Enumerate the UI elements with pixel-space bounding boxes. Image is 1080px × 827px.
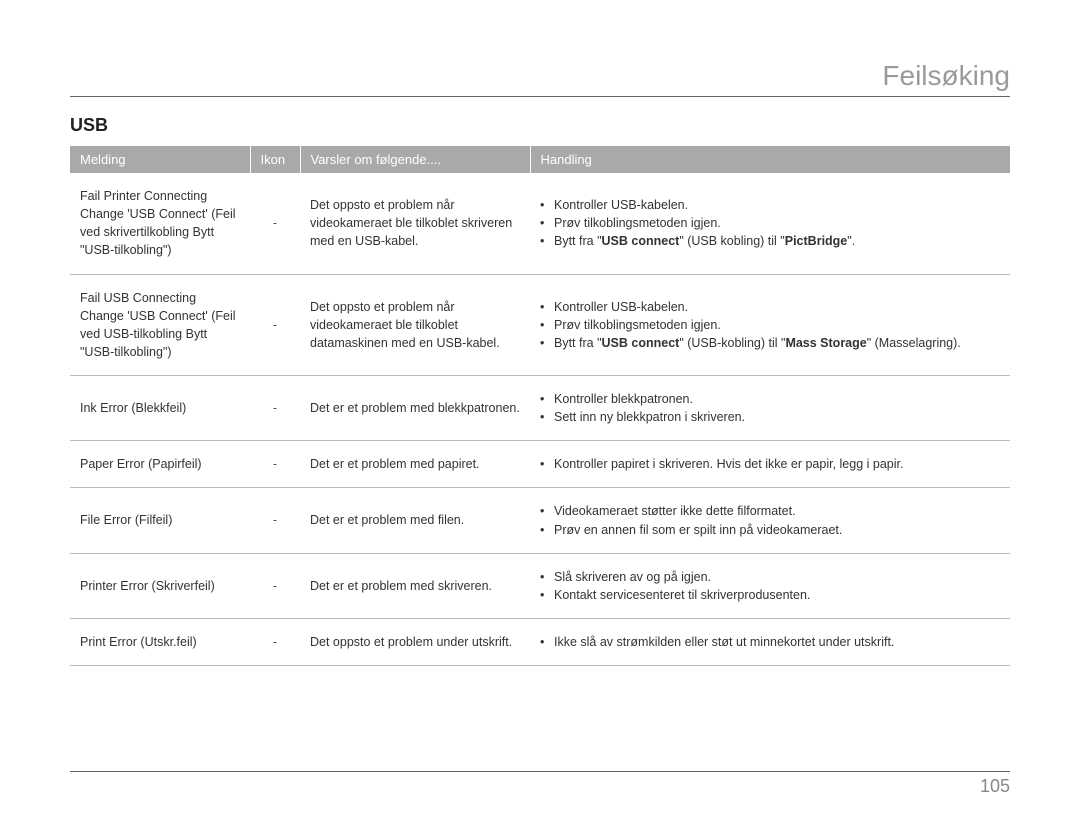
- table-row: Fail Printer Connecting Change 'USB Conn…: [70, 173, 1010, 274]
- cell-ikon: -: [250, 618, 300, 665]
- col-header-varsler: Varsler om følgende....: [300, 146, 530, 173]
- cell-varsler: Det er et problem med papiret.: [300, 441, 530, 488]
- table-row: File Error (Filfeil)-Det er et problem m…: [70, 488, 1010, 553]
- handling-item: Prøv tilkoblingsmetoden igjen.: [540, 214, 1000, 232]
- table-row: Ink Error (Blekkfeil)-Det er et problem …: [70, 376, 1010, 441]
- cell-melding: Fail USB Connecting Change 'USB Connect'…: [70, 274, 250, 376]
- cell-ikon: -: [250, 376, 300, 441]
- handling-item: Kontroller papiret i skriveren. Hvis det…: [540, 455, 1000, 473]
- handling-item: Bytt fra "USB connect" (USB-kobling) til…: [540, 334, 1000, 352]
- col-header-melding: Melding: [70, 146, 250, 173]
- col-header-handling: Handling: [530, 146, 1010, 173]
- handling-item: Prøv tilkoblingsmetoden igjen.: [540, 316, 1000, 334]
- handling-item: Kontakt servicesenteret til skriverprodu…: [540, 586, 1000, 604]
- cell-melding: File Error (Filfeil): [70, 488, 250, 553]
- page-number: 105: [70, 771, 1010, 797]
- handling-item: Slå skriveren av og på igjen.: [540, 568, 1000, 586]
- section-heading: USB: [70, 115, 1010, 136]
- cell-ikon: -: [250, 274, 300, 376]
- cell-varsler: Det oppsto et problem når videokameraet …: [300, 274, 530, 376]
- handling-item: Kontroller blekkpatronen.: [540, 390, 1000, 408]
- cell-melding: Print Error (Utskr.feil): [70, 618, 250, 665]
- handling-item: Kontroller USB-kabelen.: [540, 196, 1000, 214]
- cell-ikon: -: [250, 553, 300, 618]
- handling-item: Kontroller USB-kabelen.: [540, 298, 1000, 316]
- cell-handling: Kontroller papiret i skriveren. Hvis det…: [530, 441, 1010, 488]
- table-row: Print Error (Utskr.feil)-Det oppsto et p…: [70, 618, 1010, 665]
- cell-varsler: Det er et problem med skriveren.: [300, 553, 530, 618]
- cell-handling: Kontroller USB-kabelen.Prøv tilkoblingsm…: [530, 173, 1010, 274]
- table-row: Paper Error (Papirfeil)-Det er et proble…: [70, 441, 1010, 488]
- handling-item: Sett inn ny blekkpatron i skriveren.: [540, 408, 1000, 426]
- cell-melding: Paper Error (Papirfeil): [70, 441, 250, 488]
- cell-handling: Videokameraet støtter ikke dette filform…: [530, 488, 1010, 553]
- cell-melding: Fail Printer Connecting Change 'USB Conn…: [70, 173, 250, 274]
- handling-item: Prøv en annen fil som er spilt inn på vi…: [540, 521, 1000, 539]
- table-row: Fail USB Connecting Change 'USB Connect'…: [70, 274, 1010, 376]
- handling-item: Videokameraet støtter ikke dette filform…: [540, 502, 1000, 520]
- cell-varsler: Det er et problem med filen.: [300, 488, 530, 553]
- cell-varsler: Det oppsto et problem når videokameraet …: [300, 173, 530, 274]
- cell-ikon: -: [250, 173, 300, 274]
- usb-troubleshooting-table: Melding Ikon Varsler om følgende.... Han…: [70, 146, 1010, 666]
- cell-handling: Kontroller USB-kabelen.Prøv tilkoblingsm…: [530, 274, 1010, 376]
- table-row: Printer Error (Skriverfeil)-Det er et pr…: [70, 553, 1010, 618]
- cell-varsler: Det oppsto et problem under utskrift.: [300, 618, 530, 665]
- page-title: Feilsøking: [70, 60, 1010, 97]
- cell-handling: Ikke slå av strømkilden eller støt ut mi…: [530, 618, 1010, 665]
- cell-handling: Slå skriveren av og på igjen.Kontakt ser…: [530, 553, 1010, 618]
- cell-melding: Ink Error (Blekkfeil): [70, 376, 250, 441]
- cell-ikon: -: [250, 488, 300, 553]
- cell-ikon: -: [250, 441, 300, 488]
- cell-handling: Kontroller blekkpatronen.Sett inn ny ble…: [530, 376, 1010, 441]
- table-header-row: Melding Ikon Varsler om følgende.... Han…: [70, 146, 1010, 173]
- cell-varsler: Det er et problem med blekkpatronen.: [300, 376, 530, 441]
- col-header-ikon: Ikon: [250, 146, 300, 173]
- handling-item: Bytt fra "USB connect" (USB kobling) til…: [540, 232, 1000, 250]
- handling-item: Ikke slå av strømkilden eller støt ut mi…: [540, 633, 1000, 651]
- cell-melding: Printer Error (Skriverfeil): [70, 553, 250, 618]
